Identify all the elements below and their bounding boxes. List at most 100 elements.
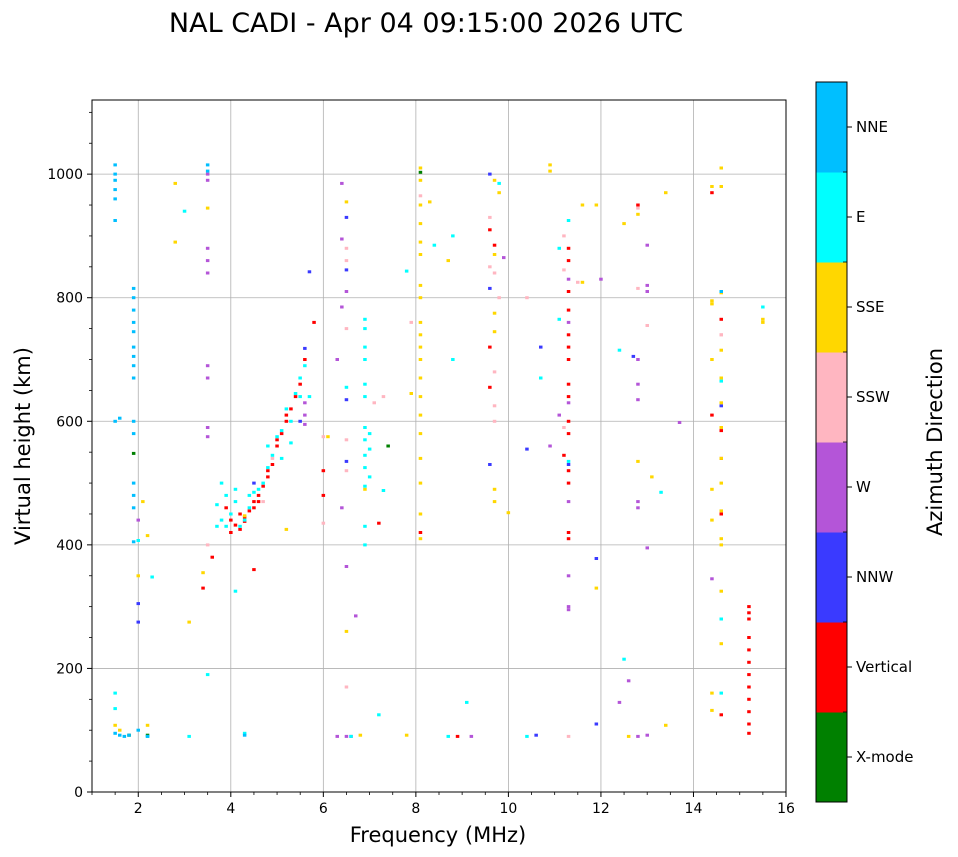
point-nne xyxy=(113,172,117,176)
point-e xyxy=(344,385,349,389)
y-tick-label: 1000 xyxy=(47,167,83,183)
point-sse xyxy=(418,358,423,361)
point-nnw xyxy=(631,354,636,358)
point-ssw xyxy=(492,271,497,275)
point-e xyxy=(451,358,455,361)
point-sse xyxy=(492,178,497,182)
colorbar-tick-label: NNE xyxy=(856,118,888,136)
point-sse xyxy=(719,509,723,513)
point-sse xyxy=(548,169,552,173)
point-ssw xyxy=(497,296,501,300)
point-vertical xyxy=(566,345,571,349)
point-sse xyxy=(404,733,409,737)
point-vertical xyxy=(238,527,242,531)
point-e xyxy=(270,453,275,457)
point-vertical xyxy=(710,191,714,195)
point-ssw xyxy=(344,259,349,263)
colorbar-tick-label: SSW xyxy=(856,388,890,406)
point-e xyxy=(497,181,501,185)
point-sse xyxy=(118,728,122,732)
point-nne xyxy=(113,219,117,222)
point-vertical xyxy=(224,506,228,510)
point-x-mode xyxy=(386,444,390,448)
point-w xyxy=(502,256,506,260)
point-e xyxy=(247,493,252,497)
point-sse xyxy=(719,589,723,593)
point-ssw xyxy=(492,370,497,374)
point-nne xyxy=(205,163,210,167)
point-ssw xyxy=(636,206,640,210)
point-sse xyxy=(626,734,631,738)
point-vertical xyxy=(252,506,256,510)
point-w xyxy=(566,500,571,504)
point-e xyxy=(363,426,367,429)
point-vertical xyxy=(270,463,275,466)
point-sse xyxy=(710,358,714,361)
x-axis-label: Frequency (MHz) xyxy=(350,823,526,847)
point-w xyxy=(566,605,571,609)
point-nne xyxy=(131,345,136,349)
point-ssw xyxy=(344,469,349,473)
point-ssw xyxy=(270,456,275,460)
point-ssw xyxy=(525,296,529,300)
point-ssw xyxy=(321,521,326,525)
point-ssw xyxy=(562,234,566,238)
point-vertical xyxy=(321,469,326,473)
point-e xyxy=(566,459,571,463)
y-tick-label: 600 xyxy=(56,414,83,430)
point-nne xyxy=(113,419,117,423)
point-sse xyxy=(418,432,423,436)
point-sse xyxy=(418,253,423,256)
point-sse xyxy=(710,487,714,491)
point-nnw xyxy=(344,398,349,402)
point-w xyxy=(645,283,649,287)
point-nnw xyxy=(534,733,538,737)
point-sse xyxy=(548,163,552,167)
point-e xyxy=(224,524,228,528)
point-ssw xyxy=(562,426,566,429)
point-w xyxy=(566,401,571,405)
point-sse xyxy=(492,500,497,504)
point-nne xyxy=(145,734,150,738)
point-vertical xyxy=(566,290,571,293)
point-nne xyxy=(242,733,247,737)
point-w xyxy=(344,734,349,738)
point-vertical xyxy=(488,385,492,389)
point-nnw xyxy=(136,602,140,606)
point-vertical xyxy=(566,308,571,312)
axis-ticks: 2 4 6 8 10 12 14 16 0 200 400 600 800 1000 xyxy=(47,111,795,817)
point-sse xyxy=(719,537,723,541)
point-sse xyxy=(622,222,626,226)
point-vertical xyxy=(566,531,571,534)
point-nnw xyxy=(488,463,492,466)
point-sse xyxy=(594,203,599,207)
point-e xyxy=(451,234,455,238)
point-vertical xyxy=(275,438,279,442)
point-sse xyxy=(492,253,497,256)
point-vertical xyxy=(566,481,571,485)
point-e xyxy=(238,524,242,528)
point-e xyxy=(367,432,372,436)
point-e xyxy=(363,317,367,321)
point-vertical xyxy=(256,500,261,504)
point-sse xyxy=(187,620,191,624)
point-nne xyxy=(131,419,136,423)
point-vertical xyxy=(566,333,571,337)
y-axis-label: Virtual height (km) xyxy=(11,347,35,545)
colorbar-segment xyxy=(816,712,847,803)
point-vertical xyxy=(279,432,284,436)
colorbar-segment xyxy=(816,622,847,713)
point-sse xyxy=(205,206,210,210)
point-sse xyxy=(418,413,423,417)
point-w xyxy=(636,500,640,504)
point-e xyxy=(233,487,238,491)
point-vertical xyxy=(566,469,571,473)
point-vertical xyxy=(210,555,214,559)
point-w xyxy=(340,506,344,510)
point-e xyxy=(266,444,270,448)
point-ssw xyxy=(205,543,210,547)
point-e xyxy=(539,376,543,380)
point-sse xyxy=(650,475,654,479)
point-nne xyxy=(131,493,136,497)
